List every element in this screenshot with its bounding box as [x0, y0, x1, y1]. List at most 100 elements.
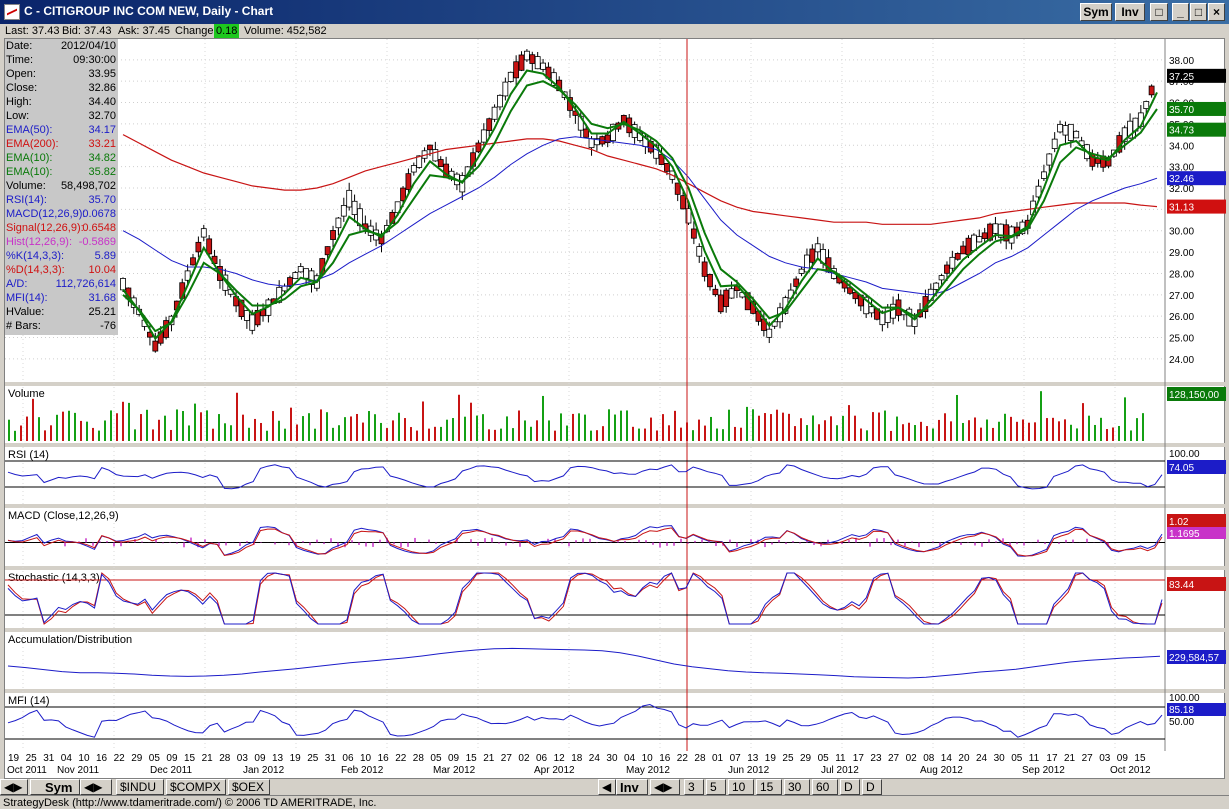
candle-body — [696, 246, 703, 257]
ema200-line — [122, 134, 1158, 225]
volume-bar — [950, 421, 952, 441]
data-window-row: HValue: 25.21 — [5, 305, 118, 319]
stochastic-panel-label: Stochastic (14,3,3) — [8, 572, 100, 584]
volume-bar — [362, 422, 364, 441]
volume-bar — [932, 428, 934, 441]
volume-bar — [704, 425, 706, 441]
tab-interval-30[interactable]: 30 — [784, 779, 810, 795]
data-window-row: Time: 09:30:00 — [5, 53, 118, 67]
data-window-label: EMA(10): — [6, 166, 53, 178]
data-window-value: 32.70 — [88, 110, 116, 122]
candle-body — [847, 287, 853, 294]
date-day-label: 16 — [378, 753, 390, 764]
chart-area[interactable]: 38.0037.0036.0035.0034.0033.0032.0031.00… — [4, 38, 1226, 780]
volume-bar — [1040, 391, 1042, 441]
mfi-badge — [1167, 703, 1226, 716]
sym-button[interactable]: Sym — [1080, 3, 1112, 21]
candle-body — [152, 340, 159, 352]
tab-interval-60[interactable]: 60 — [812, 779, 838, 795]
volume-bar — [788, 413, 790, 441]
volume-bar — [374, 414, 376, 441]
tab-interval-daily-2[interactable]: D — [862, 779, 882, 795]
inv-tab[interactable]: Inv — [616, 779, 648, 795]
interval-nav-arrows[interactable]: ◀▶ — [650, 779, 680, 795]
volume-bar — [170, 429, 172, 441]
candle-body — [513, 61, 520, 79]
volume-bar — [14, 430, 16, 441]
scroll-left-icon[interactable]: ◀ — [598, 779, 616, 795]
candle-body — [965, 237, 972, 255]
volume-bar — [782, 412, 784, 441]
close-icon[interactable]: × — [1208, 3, 1225, 21]
volume-bar — [884, 410, 886, 441]
candle-body — [680, 195, 686, 210]
candle-body — [707, 273, 713, 288]
data-window-row: EMA(50): 34.17 — [5, 123, 118, 137]
price-badge — [1167, 122, 1226, 137]
ad-badge-label: 229,584,57 — [1169, 653, 1219, 664]
date-day-label: 15 — [1134, 753, 1146, 764]
data-window-label: EMA(200): — [6, 138, 59, 150]
volume-bar — [962, 422, 964, 441]
volume-bar — [554, 430, 556, 441]
data-window-value: 35.70 — [88, 194, 116, 206]
volume-bar — [86, 421, 88, 441]
tab-indu[interactable]: $INDU — [116, 779, 164, 795]
data-window-label: EMA(10): — [6, 152, 53, 164]
date-day-label: 27 — [501, 753, 513, 764]
price-badge — [1167, 171, 1226, 186]
price-tick-label: 27.00 — [1169, 291, 1194, 302]
maximize-icon[interactable]: □ — [1190, 3, 1207, 21]
candle-body — [249, 314, 256, 331]
date-month-label: Jun 2012 — [728, 765, 770, 776]
data-window-row: A/D: 112,726,614 — [5, 277, 118, 291]
volume-bar — [332, 427, 334, 441]
volume-bar — [872, 412, 874, 441]
scroll-back-icon[interactable]: ◀▶ — [0, 779, 28, 795]
volume-bar — [308, 413, 310, 441]
price-badge-label: 32.46 — [1169, 174, 1194, 185]
minimize-icon[interactable]: _ — [1172, 3, 1189, 21]
candle-body — [518, 54, 525, 71]
date-day-label: 22 — [395, 753, 407, 764]
chart-canvas[interactable]: 38.0037.0036.0035.0034.0033.0032.0031.00… — [5, 39, 1226, 780]
stoch-badge-label: 83.44 — [1169, 580, 1194, 591]
inv-button[interactable]: Inv — [1115, 3, 1145, 21]
volume-bar — [758, 415, 760, 441]
ad-line — [7, 647, 1161, 679]
volume-bar — [410, 427, 412, 441]
volume-bar — [890, 430, 892, 441]
volume-bar — [560, 413, 562, 441]
sym-tab[interactable]: Sym — [30, 779, 80, 795]
volume-bar — [944, 413, 946, 441]
tab-interval-5[interactable]: 5 — [706, 779, 726, 795]
ad-badge — [1167, 650, 1226, 664]
date-day-label: 17 — [1046, 753, 1058, 764]
data-window-label: Volume: — [6, 180, 46, 192]
link-icon[interactable]: □ — [1150, 3, 1168, 21]
tab-oex[interactable]: $OEX — [228, 779, 270, 795]
data-window-label: %D(14,3,3): — [6, 264, 65, 276]
volume-bar — [998, 421, 1000, 441]
candle-body — [809, 248, 816, 263]
candle-body — [292, 272, 299, 280]
tab-interval-daily[interactable]: D — [840, 779, 860, 795]
tab-interval-15[interactable]: 15 — [756, 779, 782, 795]
date-day-label: 11 — [835, 753, 846, 764]
candle-body — [184, 270, 191, 281]
volume-bar — [80, 420, 82, 441]
price-tick-label: 24.00 — [1169, 355, 1194, 366]
date-day-label: 28 — [219, 753, 231, 764]
window-title: C - CITIGROUP INC COM NEW, Daily - Chart — [24, 4, 274, 18]
tab-interval-3[interactable]: 3 — [684, 779, 704, 795]
candle-body — [992, 223, 999, 234]
candle-body — [480, 129, 487, 143]
candle-body — [1041, 171, 1047, 179]
tab-nav-arrows[interactable]: ◀▶ — [80, 779, 112, 795]
date-day-label: 17 — [853, 753, 865, 764]
candle-body — [1035, 185, 1042, 198]
tab-compx[interactable]: $COMPX — [166, 779, 226, 795]
tab-interval-10[interactable]: 10 — [728, 779, 754, 795]
volume-bar — [1064, 419, 1066, 441]
candle-body — [1057, 124, 1063, 133]
